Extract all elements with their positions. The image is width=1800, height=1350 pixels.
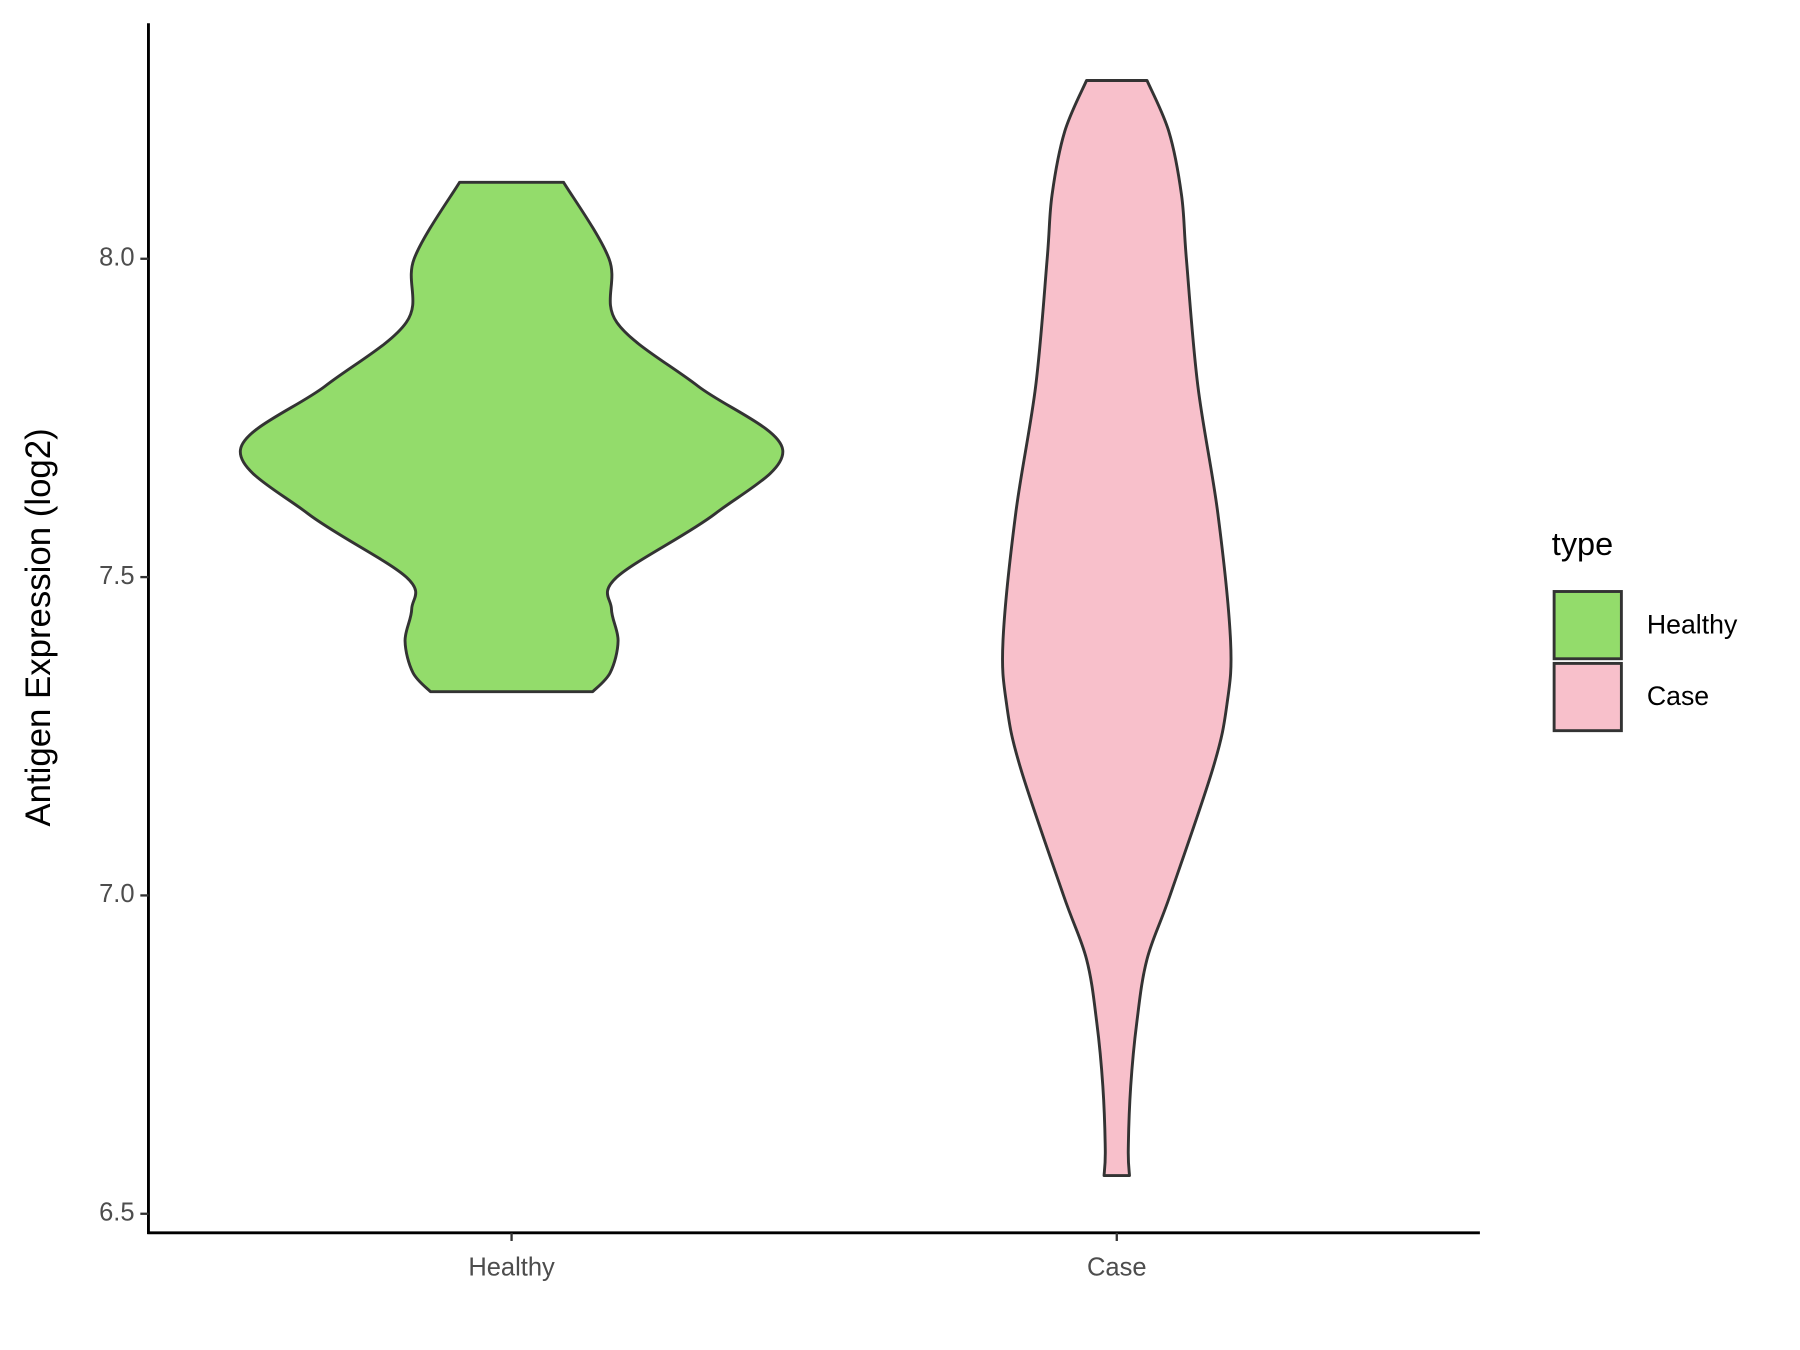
legend-label: Healthy	[1647, 609, 1738, 639]
violin	[238, 180, 785, 694]
x-tick-label: Case	[1087, 1254, 1147, 1282]
y-tick-label: 7.5	[99, 562, 134, 590]
violin	[1001, 79, 1233, 1178]
x-tick-label: Healthy	[468, 1254, 555, 1282]
y-tick-label: 6.5	[99, 1198, 134, 1226]
y-axis-label: Antigen Expression (log2)	[20, 428, 58, 826]
legend-title: type	[1552, 526, 1613, 562]
y-tick-label: 7.0	[99, 880, 134, 908]
legend-key	[1552, 590, 1623, 661]
y-tick-label: 8.0	[99, 243, 134, 271]
legend-key	[1552, 661, 1623, 733]
legend-label: Case	[1647, 681, 1709, 711]
